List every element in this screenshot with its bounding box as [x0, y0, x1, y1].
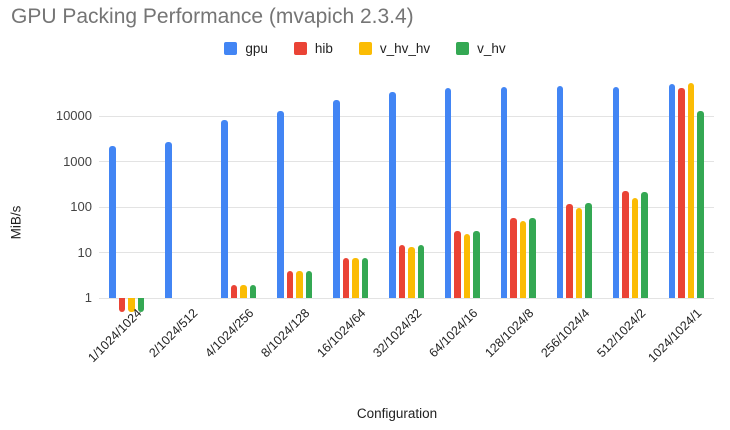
bar-v_hv_hv-64/1024/16[interactable] — [463, 233, 471, 298]
bar-gpu-1/1024/1024[interactable] — [109, 145, 116, 298]
gridline — [99, 161, 714, 162]
bar-hib-32/1024/32[interactable] — [398, 244, 405, 298]
x-tick-label: 1024/1024/1 — [644, 306, 704, 366]
bar-v_hv_hv-4/1024/256[interactable] — [240, 285, 247, 298]
legend-swatch-hib — [293, 42, 307, 55]
bar-hib-512/1024/2[interactable] — [622, 191, 629, 298]
legend-label: hib — [314, 41, 333, 56]
bar-hib-256/1024/4[interactable] — [566, 203, 573, 298]
bar-hib-8/1024/128[interactable] — [286, 270, 294, 298]
legend-item-gpu: gpu — [224, 41, 268, 56]
bar-v_hv_hv-32/1024/32[interactable] — [408, 246, 415, 298]
bar-gpu-256/1024/4[interactable] — [556, 85, 564, 298]
bar-gpu-4/1024/256[interactable] — [221, 119, 228, 298]
bar-v_hv-32/1024/32[interactable] — [417, 244, 424, 298]
bar-v_hv-64/1024/16[interactable] — [473, 231, 480, 298]
x-tick-label: 256/1024/4 — [537, 306, 593, 361]
bar-v_hv_hv-256/1024/4[interactable] — [575, 208, 583, 298]
bar-hib-16/1024/64[interactable] — [342, 258, 350, 298]
bar-gpu-1024/1024/1[interactable] — [668, 83, 676, 298]
bar-hib-64/1024/16[interactable] — [454, 230, 461, 298]
x-tick-label: 1/1024/1024 — [85, 306, 145, 366]
x-tick-label: 32/1024/32 — [370, 306, 425, 361]
bar-hib-128/1024/8[interactable] — [510, 218, 517, 298]
bar-gpu-32/1024/32[interactable] — [389, 91, 396, 298]
y-tick-label: 100 — [70, 199, 92, 214]
y-tick-label: 10000 — [55, 108, 92, 123]
chart-title: GPU Packing Performance (mvapich 2.3.4) — [11, 5, 414, 28]
bar-hib-1024/1024/1[interactable] — [678, 88, 685, 298]
bar-hib-1/1024/1024[interactable] — [118, 298, 126, 312]
x-tick-label: 16/1024/64 — [314, 306, 369, 361]
legend-swatch-v_hv — [456, 42, 470, 55]
bar-v_hv_hv-128/1024/8[interactable] — [519, 221, 527, 298]
legend-swatch-gpu — [224, 42, 238, 55]
bar-gpu-512/1024/2[interactable] — [612, 87, 620, 298]
legend-item-v_hv: v_hv — [456, 41, 506, 56]
bar-v_hv-8/1024/128[interactable] — [305, 270, 313, 298]
bar-v_hv-512/1024/2[interactable] — [641, 192, 648, 298]
gridline — [99, 252, 714, 253]
bar-v_hv_hv-16/1024/64[interactable] — [352, 258, 359, 298]
y-tick-label: 1 — [84, 290, 92, 305]
bar-v_hv-4/1024/256[interactable] — [249, 285, 257, 298]
bar-v_hv-1/1024/1024[interactable] — [137, 298, 145, 312]
bar-gpu-16/1024/64[interactable] — [333, 99, 340, 298]
x-axis-title: Configuration — [356, 406, 438, 421]
bar-v_hv_hv-1/1024/1024[interactable] — [128, 298, 135, 312]
legend-label: v_hv_hv — [379, 41, 431, 56]
bar-v_hv-128/1024/8[interactable] — [529, 218, 536, 298]
legend-item-v_hv_hv: v_hv_hv — [358, 41, 431, 56]
legend-label: gpu — [245, 41, 268, 56]
gridline — [99, 206, 714, 208]
legend-label: v_hv — [477, 41, 506, 56]
bar-hib-4/1024/256[interactable] — [230, 285, 238, 298]
gridline — [99, 297, 714, 299]
legend: gpu hib v_hv_hv v_hv — [0, 41, 730, 56]
bar-gpu-64/1024/16[interactable] — [444, 87, 452, 298]
bar-gpu-2/1024/512[interactable] — [165, 142, 172, 298]
x-tick-label: 512/1024/2 — [593, 306, 649, 361]
bar-v_hv_hv-512/1024/2[interactable] — [631, 197, 639, 298]
x-tick-label: 64/1024/16 — [426, 306, 481, 361]
x-tick-label: 4/1024/256 — [202, 306, 257, 361]
bar-gpu-8/1024/128[interactable] — [277, 110, 284, 298]
gridline — [99, 115, 714, 117]
legend-swatch-v_hv_hv — [358, 42, 372, 55]
x-tick-label: 2/1024/512 — [146, 306, 201, 361]
bar-gpu-128/1024/8[interactable] — [500, 86, 508, 298]
y-tick-label: 1000 — [63, 153, 92, 169]
bar-v_hv-1024/1024/1[interactable] — [697, 110, 704, 298]
y-tick-label: 10 — [77, 244, 92, 260]
bar-v_hv-256/1024/4[interactable] — [585, 203, 592, 298]
bar-v_hv_hv-8/1024/128[interactable] — [296, 270, 303, 298]
x-tick-label: 8/1024/128 — [258, 306, 313, 361]
x-tick-label: 128/1024/8 — [482, 306, 537, 361]
bar-v_hv-16/1024/64[interactable] — [361, 258, 369, 298]
y-axis-title: MiB/s — [8, 205, 24, 240]
bar-v_hv_hv-1024/1024/1[interactable] — [687, 83, 695, 298]
legend-item-hib: hib — [293, 41, 333, 56]
